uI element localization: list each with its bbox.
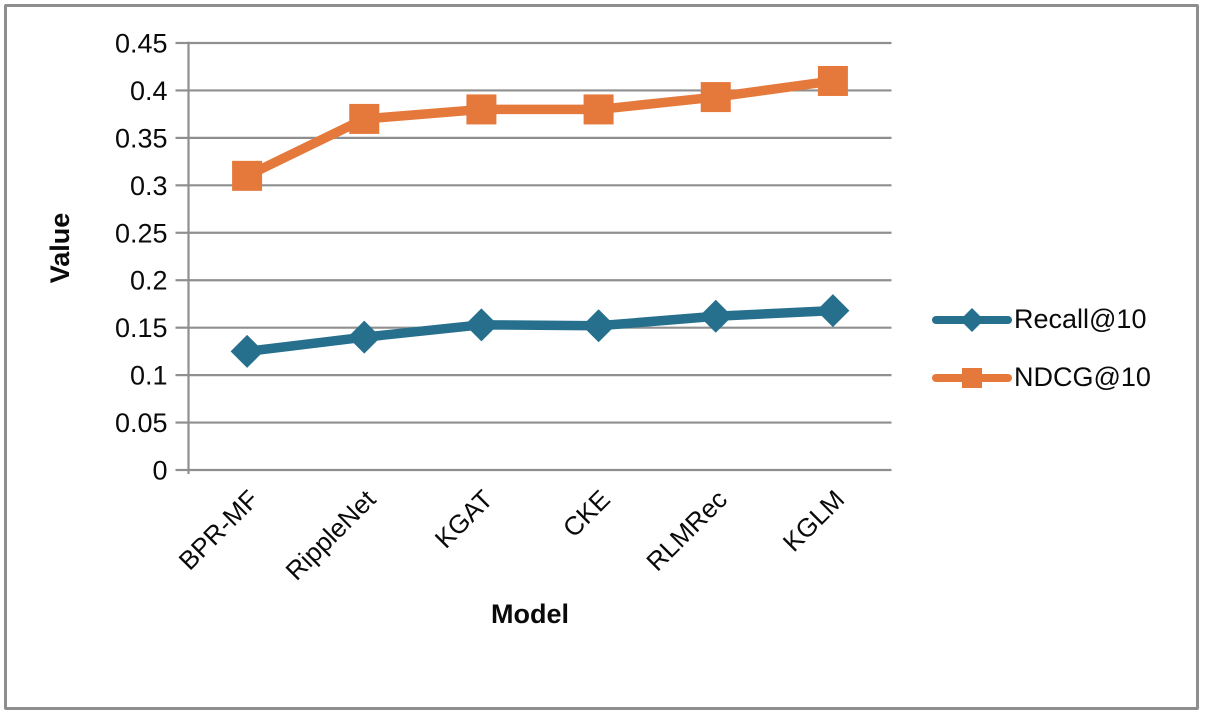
x-category-label: KGAT: [429, 484, 499, 554]
y-tick-label: 0.45: [115, 29, 168, 59]
legend-item-ndcg: NDCG@10: [932, 359, 1151, 396]
recall-line-marker-icon: [932, 307, 1012, 332]
data-point-diamond-kgat: [464, 308, 498, 342]
y-tick-label: 0.35: [115, 123, 168, 153]
data-point-diamond-rlmrec: [699, 299, 733, 333]
data-point-square-ripplenet: [349, 103, 380, 134]
x-category-label: KGLM: [777, 484, 850, 557]
diamond-marker-icon: [959, 307, 985, 332]
data-point-diamond-cke: [582, 309, 616, 343]
legend-label-recall: Recall@10: [1014, 304, 1147, 334]
ndcg-line-marker-icon: [932, 367, 1012, 388]
legend-item-recall: Recall@10: [932, 301, 1151, 338]
x-category-label: RLMRec: [640, 484, 733, 577]
data-point-diamond-kglm: [816, 294, 850, 328]
y-tick-label: 0.25: [115, 218, 168, 248]
chart-legend: Recall@10 NDCG@10: [932, 301, 1151, 396]
x-category-label: CKE: [557, 484, 616, 543]
y-axis-title: Value: [45, 213, 75, 284]
y-tick-label: 0.15: [115, 313, 168, 343]
square-marker-icon: [962, 367, 982, 388]
y-tick-label: 0.2: [130, 266, 168, 296]
y-tick-label: 0.4: [130, 76, 168, 106]
y-tick-label: 0: [152, 456, 167, 486]
data-point-square-kglm: [817, 65, 848, 96]
y-tick-label: 0.05: [115, 408, 168, 438]
x-category-label: RippleNet: [280, 483, 382, 585]
series-line-ndcg-10: [242, 76, 838, 181]
data-point-square-rlmrec: [700, 82, 731, 113]
data-point-diamond-bpr-mf: [230, 334, 264, 368]
y-tick-label: 0.3: [130, 171, 168, 201]
series-line-recall-10: [242, 305, 838, 357]
y-tick-label: 0.1: [130, 361, 168, 391]
data-point-square-bpr-mf: [232, 160, 263, 191]
data-point-square-cke: [583, 94, 614, 125]
data-point-diamond-ripplenet: [347, 320, 381, 354]
data-point-square-kgat: [466, 94, 497, 125]
x-category-label: BPR-MF: [173, 484, 265, 576]
legend-label-ndcg: NDCG@10: [1014, 362, 1151, 392]
x-axis-title: Model: [491, 599, 569, 629]
